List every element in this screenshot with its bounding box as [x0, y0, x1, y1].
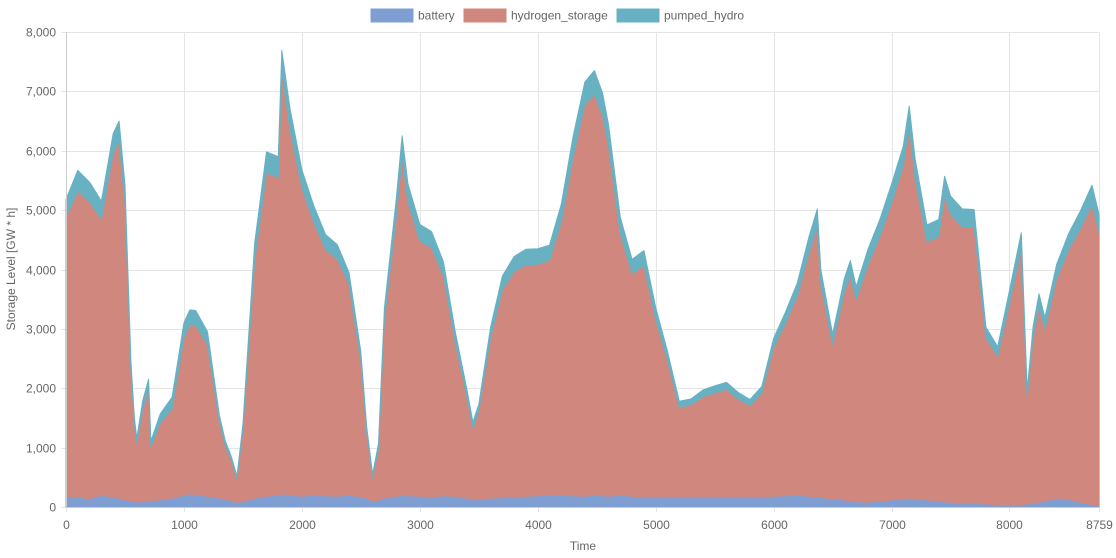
legend-swatch-hydrogen-storage	[463, 8, 507, 23]
legend-label-hydrogen-storage: hydrogen_storage	[511, 9, 608, 23]
x-tick-label: 7000	[879, 518, 906, 532]
x-tick-label: 5000	[643, 518, 670, 532]
plot-areas	[65, 49, 1100, 508]
y-tick-label: 5,000	[26, 204, 56, 218]
legend-swatch-pumped-hydro	[616, 8, 660, 23]
legend-swatch-battery	[370, 8, 414, 23]
x-axis-title: Time	[570, 539, 597, 553]
y-tick-label: 7,000	[26, 85, 56, 99]
x-tick-label: 1000	[171, 518, 198, 532]
x-tick-label: 2000	[289, 518, 316, 532]
y-tick-label: 0	[49, 501, 56, 515]
x-tick-label: 4000	[525, 518, 552, 532]
x-tick-label: 3000	[407, 518, 434, 532]
y-tick-label: 6,000	[26, 145, 56, 159]
legend-label-battery: battery	[418, 9, 455, 23]
y-tick-label: 2,000	[26, 382, 56, 396]
y-tick-label: 8,000	[26, 26, 56, 40]
x-tick-label: 8000	[996, 518, 1023, 532]
axes: 0 1,000 2,000 3,000 4,000 5,000 6,000 7,000 8,00…	[26, 26, 1113, 533]
area-hydrogen-storage	[65, 71, 1100, 506]
legend-label-pumped-hydro: pumped_hydro	[664, 9, 744, 23]
y-tick-label: 4,000	[26, 264, 56, 278]
x-tick-label: 6000	[761, 518, 788, 532]
area-pumped-hydro	[65, 49, 1100, 479]
x-tick-label: 8759	[1086, 518, 1113, 532]
y-tick-label: 1,000	[26, 442, 56, 456]
y-tick-label: 3,000	[26, 323, 56, 337]
y-axis-title: Storage Level [GW * h]	[4, 208, 18, 331]
x-tick-label: 0	[63, 518, 70, 532]
legend: battery hydrogen_storage pumped_hydro	[370, 8, 744, 23]
